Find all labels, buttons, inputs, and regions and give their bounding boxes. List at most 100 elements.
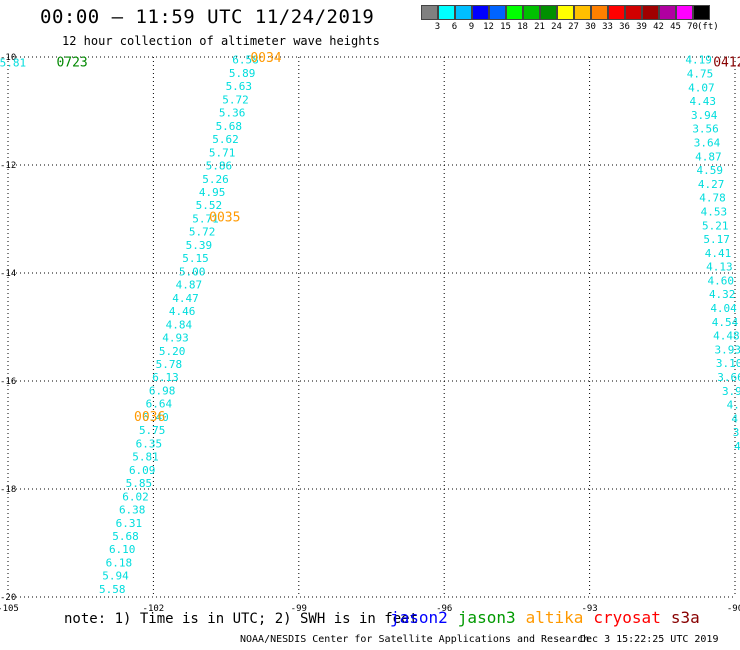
- map-subtitle: 12 hour collection of altimeter wave hei…: [62, 34, 380, 48]
- color-legend: 3 6 9 12 15 18 21 24 27 30 33 36 39 42 45 70 (ft): [421, 5, 719, 32]
- swh-value: 4.95: [199, 186, 226, 199]
- legend-label: 27: [568, 22, 579, 32]
- swh-value: 6.58: [232, 54, 259, 67]
- legend-label: 36: [619, 22, 630, 32]
- swh-value: 4.27: [698, 178, 725, 191]
- swh-value: 5.15: [182, 252, 209, 265]
- satellite-legend: jason2 jason3 altika cryosat s3a: [390, 608, 710, 627]
- legend-swatch: [608, 5, 625, 20]
- y-tick-label: -10: [0, 53, 16, 63]
- swh-value: 4.47: [172, 292, 199, 305]
- legend-swatch: [455, 5, 472, 20]
- x-tick-label: -93: [581, 604, 597, 614]
- satellite-cryosat: cryosat: [593, 608, 661, 627]
- swh-value: 6.09: [129, 464, 156, 477]
- swh-value: 6.64: [146, 398, 173, 411]
- swh-value: 3.64: [694, 136, 721, 149]
- swh-value: 3.10: [716, 357, 740, 370]
- legend-label: 30: [585, 22, 596, 32]
- legend-label: 45: [670, 22, 681, 32]
- swh-value: 6.02: [122, 490, 149, 503]
- legend-swatch: [540, 5, 557, 20]
- legend-unit: (ft): [697, 22, 719, 32]
- swh-value: 3.66: [717, 371, 740, 384]
- swh-value: 5.52: [196, 199, 223, 212]
- legend-swatches: [421, 5, 719, 20]
- swh-value: 5.36: [219, 107, 246, 120]
- y-tick-label: -18: [0, 485, 16, 495]
- swh-value: 5.20: [159, 345, 186, 358]
- swh-value: 5.71: [209, 146, 236, 159]
- swh-value: 5.68: [112, 530, 139, 543]
- time-label: 0036: [134, 410, 165, 425]
- swh-value: 6.18: [106, 556, 133, 569]
- swh-value: 4.46: [169, 305, 196, 318]
- x-tick-label: -102: [143, 604, 165, 614]
- swh-value: 5.81: [132, 451, 159, 464]
- swh-value: 4.75: [687, 67, 714, 80]
- swh-value: 4.32: [709, 288, 736, 301]
- legend-swatch: [523, 5, 540, 20]
- legend-label: 18: [517, 22, 528, 32]
- swh-value: 3.56: [692, 123, 719, 136]
- legend-labels: 3 6 9 12 15 18 21 24 27 30 33 36 39 42 45 70 (ft): [421, 22, 719, 32]
- generation-date: Dec 3 15:22:25 UTC 2019: [580, 634, 719, 645]
- swh-value: 5.86: [206, 160, 233, 173]
- swh-value: 5.72: [222, 93, 249, 106]
- swh-value: 3: [733, 426, 740, 439]
- legend-label: 33: [602, 22, 613, 32]
- swh-value: 4.48: [713, 330, 740, 343]
- y-tick-label: -16: [0, 377, 16, 387]
- legend-swatch: [506, 5, 523, 20]
- swh-value: 4.93: [162, 332, 189, 345]
- swh-value: 5.68: [216, 120, 243, 133]
- swh-value: 4: [731, 412, 738, 425]
- credit-line: NOAA/NESDIS Center for Satellite Applica…: [240, 634, 590, 645]
- x-tick-label: -90: [727, 604, 740, 614]
- swh-value: 5.21: [702, 219, 729, 232]
- swh-value: 6.13: [152, 371, 179, 384]
- swh-value: 5.17: [703, 233, 730, 246]
- swh-value: 3.93: [714, 343, 740, 356]
- time-label: 0723: [56, 55, 87, 70]
- swh-value: 5.89: [229, 67, 256, 80]
- swh-value: 6.40: [142, 411, 169, 424]
- satellite-altika: altika: [525, 608, 584, 627]
- swh-value: 5.26: [202, 173, 229, 186]
- swh-value: 5.71: [192, 212, 219, 225]
- swh-value: 5.39: [186, 239, 213, 252]
- y-tick-label: -12: [0, 161, 16, 171]
- legend-label: 6: [451, 22, 458, 32]
- legend-swatch: [421, 5, 438, 20]
- swh-value: 5.94: [102, 570, 129, 583]
- units-note: note: 1) Time is in UTC; 2) SWH is in fe…: [64, 611, 419, 627]
- swh-value: 4.84: [166, 318, 193, 331]
- swh-value: 3.9: [722, 385, 740, 398]
- legend-label: 12: [483, 22, 494, 32]
- legend-label: 3: [434, 22, 441, 32]
- x-tick-label: -105: [0, 604, 19, 614]
- swh-value: 4.53: [701, 205, 728, 218]
- swh-value: 5.81: [0, 56, 26, 69]
- map-title: 00:00 — 11:59 UTC 11/24/2019: [40, 6, 375, 28]
- swh-value: 5.63: [226, 80, 253, 93]
- legend-swatch: [472, 5, 489, 20]
- legend-swatch: [438, 5, 455, 20]
- legend-swatch: [676, 5, 693, 20]
- legend-swatch: [693, 5, 710, 20]
- legend-swatch: [591, 5, 608, 20]
- swh-value: 6.98: [149, 384, 176, 397]
- x-tick-label: -99: [291, 604, 307, 614]
- swh-value: 4.87: [176, 279, 203, 292]
- satellite-s3a: s3a: [670, 608, 700, 627]
- swh-value: 4.54: [712, 316, 739, 329]
- x-tick-label: -96: [436, 604, 452, 614]
- swh-value: 6.35: [136, 437, 163, 450]
- legend-label: 24: [551, 22, 562, 32]
- swh-value: 5.72: [189, 226, 216, 239]
- swh-value: 3.94: [691, 109, 718, 122]
- legend-swatch: [574, 5, 591, 20]
- swh-value: 5.75: [139, 424, 166, 437]
- satellite-jason2: jason2: [390, 608, 448, 627]
